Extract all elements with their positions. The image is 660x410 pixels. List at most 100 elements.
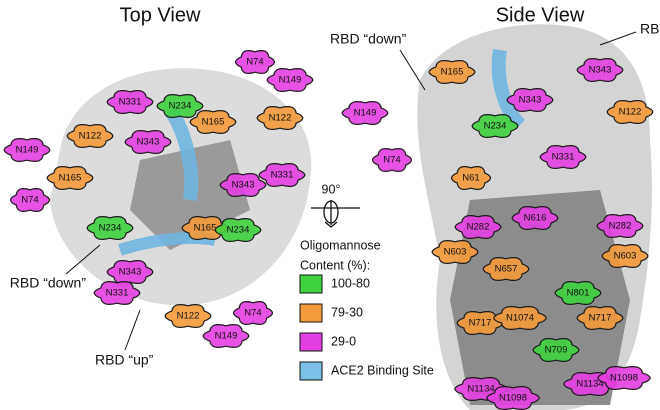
rotation-label: 90°	[322, 182, 341, 196]
glycan-patch	[431, 240, 479, 264]
glycan-label: N149	[16, 145, 39, 156]
glycan-patch	[256, 106, 304, 130]
glycan-label: N234	[227, 225, 250, 236]
glycan-label: N331	[106, 288, 129, 299]
glycan-patch	[234, 50, 276, 74]
glycan-label: N282	[467, 222, 490, 233]
glycan-patch	[9, 188, 51, 212]
glycan-label: N234	[484, 121, 507, 132]
glycan-label: N331	[271, 170, 294, 181]
glycan-label: N1074	[506, 313, 534, 324]
panel-title: Side View	[496, 4, 585, 26]
glycan-patch	[576, 306, 624, 330]
annotation-pointers	[65, 31, 637, 351]
glycan-patch	[486, 386, 540, 410]
glycan-patch	[596, 214, 644, 238]
glycan-label: N74	[383, 155, 400, 166]
glycan-patch	[606, 100, 654, 124]
glycan-patch	[471, 114, 519, 138]
legend-swatch	[299, 303, 323, 323]
legend-label: 100-80	[331, 276, 370, 290]
glycan-label: N343	[119, 267, 142, 278]
glycan-patch	[219, 173, 267, 197]
annotation: RBD “down”	[330, 31, 407, 47]
glycan-patch	[597, 366, 651, 390]
glycan-patch	[456, 311, 504, 335]
glycan-label: N343	[137, 137, 160, 148]
glycan-label: N234	[99, 223, 122, 234]
glycan-label: N165	[59, 173, 82, 184]
legend-swatch	[299, 361, 323, 381]
legend-label: 29-0	[331, 334, 356, 348]
glycan-patch	[371, 148, 413, 172]
glycan-patch	[156, 94, 204, 118]
glycan-label: N165	[441, 67, 464, 78]
glycan-patch	[46, 166, 94, 190]
panel-title: Top View	[120, 4, 201, 26]
glycan-patch	[189, 110, 237, 134]
glycan-label: N1134	[467, 384, 494, 395]
glycan-label: N149	[279, 75, 302, 86]
legend-label: ACE2 Binding Site	[331, 363, 434, 377]
glycan-label: N122	[79, 131, 102, 142]
glycan-patch	[124, 130, 172, 154]
glycan-patch	[601, 244, 649, 268]
legend-swatch	[299, 274, 323, 294]
annotation: RBD “up”	[95, 352, 154, 368]
glycan-patch	[511, 206, 559, 230]
glycan-patch	[539, 145, 587, 169]
glycan-label: N165	[194, 223, 217, 234]
glycan-label: N61	[462, 173, 479, 184]
glycan-patch	[482, 257, 530, 281]
glycan-label: N122	[177, 311, 200, 322]
glycan-patch	[106, 90, 154, 114]
glycan-label: N122	[269, 113, 292, 124]
glycan-patch	[214, 218, 262, 242]
glycan-patch	[506, 88, 554, 112]
glycan-label: N603	[614, 251, 637, 262]
legend-title: Content (%):	[300, 258, 370, 272]
glycan-patch	[532, 338, 580, 362]
glycan-label: N1134	[576, 379, 603, 390]
glycan-patch	[258, 163, 306, 187]
glycan-label: N282	[609, 221, 632, 232]
glycan-patch	[450, 166, 492, 190]
glycan-label: N149	[215, 331, 238, 342]
glycan-label: N74	[244, 308, 261, 319]
glycan-patch	[106, 260, 154, 284]
glycan-label: N1098	[499, 393, 527, 404]
glycan-label: N657	[495, 264, 518, 275]
glycan-label: N165	[202, 117, 225, 128]
annotation: RB	[640, 21, 659, 37]
glycan-patch	[66, 124, 114, 148]
annotation: RBD “down”	[10, 275, 87, 291]
glycan-patch	[232, 301, 274, 325]
glycan-patch	[576, 58, 624, 82]
rotation-icon	[311, 200, 360, 228]
glycan-label: N331	[552, 152, 575, 163]
glycan-patch	[554, 281, 602, 305]
glycan-patch	[454, 215, 502, 239]
glycan-patch	[493, 306, 547, 330]
legend-swatch	[299, 332, 323, 352]
glycan-label: N1098	[610, 373, 638, 384]
glycan-patch	[164, 304, 212, 328]
glycan-patch	[181, 216, 229, 240]
glycan-label: N801	[567, 288, 590, 299]
glycan-label: N74	[21, 195, 38, 206]
glycan-patch	[341, 101, 389, 125]
glycan-patch	[266, 68, 314, 92]
glycan-label: N331	[119, 97, 142, 108]
glycan-label: N616	[524, 213, 547, 224]
glycan-label: N603	[444, 247, 467, 258]
glycan-label: N717	[589, 313, 612, 324]
glycan-label: N234	[169, 101, 192, 112]
glycan-label: N74	[246, 57, 263, 68]
glycan-label: N149	[354, 108, 377, 119]
glycan-label: N717	[469, 318, 492, 329]
legend-label: 79-30	[331, 305, 363, 319]
glycan-label: N343	[519, 95, 542, 106]
glycan-patch	[3, 138, 51, 162]
glycan-patch	[93, 281, 141, 305]
